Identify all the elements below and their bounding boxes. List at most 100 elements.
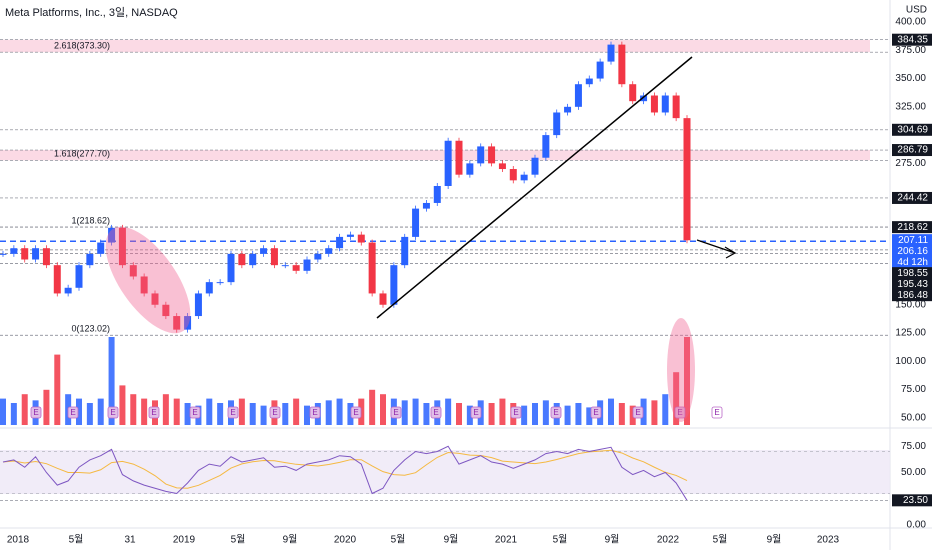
earnings-marker [189, 406, 201, 419]
time-tick: 2018 [7, 535, 30, 546]
earnings-label: E [714, 408, 719, 417]
candle [531, 157, 539, 175]
volume-bar [618, 403, 625, 425]
time-tick: 5월 [69, 534, 84, 546]
candle [672, 95, 680, 119]
volume-bar [173, 398, 180, 425]
time-tick: 5월 [231, 534, 246, 546]
candle [585, 78, 593, 85]
candle [205, 282, 213, 294]
candle [509, 169, 517, 181]
earnings-marker [470, 406, 482, 419]
highlight-ellipse [105, 226, 191, 334]
earnings-marker [67, 406, 79, 419]
price-label-box [892, 123, 932, 136]
price-label: 198.55 [897, 268, 928, 279]
time-tick: 2019 [173, 535, 196, 546]
candle [216, 282, 224, 284]
rsi-tick: 50.00 [901, 467, 926, 478]
countdown-box [892, 256, 932, 269]
candle [118, 227, 126, 266]
earnings-label: E [677, 408, 682, 417]
volume-bar [119, 385, 126, 425]
earnings-marker [148, 406, 160, 419]
candle [368, 242, 376, 294]
volume-bar [488, 403, 495, 425]
time-tick: 5월 [713, 534, 728, 546]
candle [97, 242, 105, 254]
price-label: 384.35 [897, 34, 928, 45]
volume-bar [43, 389, 50, 425]
candle [292, 265, 300, 271]
rsi-tick: 0.00 [907, 520, 927, 531]
candle [574, 84, 582, 107]
candle [173, 316, 181, 330]
trend-line [376, 56, 693, 319]
earnings-label: E [393, 408, 398, 417]
chart-title: Meta Platforms, Inc., 3일, NASDAQ [5, 5, 178, 19]
price-label-box [892, 278, 932, 291]
price-label-box [892, 289, 932, 302]
volume-bar [445, 398, 452, 425]
volume-bar [575, 403, 582, 425]
earnings-marker [30, 406, 42, 419]
candle [564, 106, 572, 113]
candle [64, 287, 72, 294]
candle [238, 253, 246, 266]
price-label: 207.11 [898, 235, 928, 246]
countdown: 4d 12h [897, 257, 928, 268]
volume-bar [0, 398, 6, 425]
volume-bar [304, 405, 310, 425]
candle [270, 248, 278, 266]
price-tick: 400.00 [895, 17, 926, 28]
earnings-label: E [192, 408, 197, 417]
candle [249, 253, 257, 266]
candle [412, 208, 420, 237]
candle [422, 202, 430, 209]
earnings-label: E [272, 408, 277, 417]
fib-label: 0(123.02) [71, 324, 110, 334]
volume-bar [108, 337, 115, 425]
time-tick: 5월 [391, 534, 406, 546]
time-tick: 2021 [495, 535, 518, 546]
price-tick: 125.00 [895, 328, 926, 339]
earnings-label: E [635, 408, 640, 417]
earnings-label: E [230, 408, 235, 417]
volume-bar [380, 394, 386, 425]
fib-band [0, 150, 870, 161]
volume-bar [673, 372, 680, 425]
candle [75, 265, 83, 288]
earnings-marker [711, 406, 723, 419]
price-tick: 75.00 [901, 384, 926, 395]
candle [357, 234, 365, 243]
price-tick: 50.00 [901, 412, 926, 423]
volume-bar [293, 398, 300, 425]
earnings-label: E [353, 408, 358, 417]
candle [21, 248, 29, 260]
earnings-label: E [151, 408, 156, 417]
time-tick: 31 [124, 535, 136, 546]
candle [86, 253, 94, 266]
volume-bar [162, 394, 169, 425]
volume-bar [217, 403, 224, 425]
earnings-label: E [110, 408, 115, 417]
price-tick: 275.00 [895, 158, 926, 169]
price-label: 218.62 [897, 222, 928, 233]
price-tick: 100.00 [895, 356, 926, 367]
earnings-marker [309, 406, 321, 419]
candle [227, 253, 235, 283]
time-tick: 9월 [605, 534, 620, 546]
candle [661, 95, 669, 113]
volume-bar [347, 403, 354, 425]
highlight-ellipse [667, 318, 695, 422]
earnings-label: E [312, 408, 317, 417]
candle [194, 293, 202, 317]
earnings-marker [632, 406, 644, 419]
candle [162, 304, 170, 317]
rsi-band [0, 450, 890, 494]
volume-bar [640, 398, 647, 425]
rsi-tick: 75.00 [901, 441, 926, 452]
earnings-marker [269, 406, 281, 419]
price-label-box [892, 221, 932, 234]
time-tick: 9월 [283, 534, 298, 546]
